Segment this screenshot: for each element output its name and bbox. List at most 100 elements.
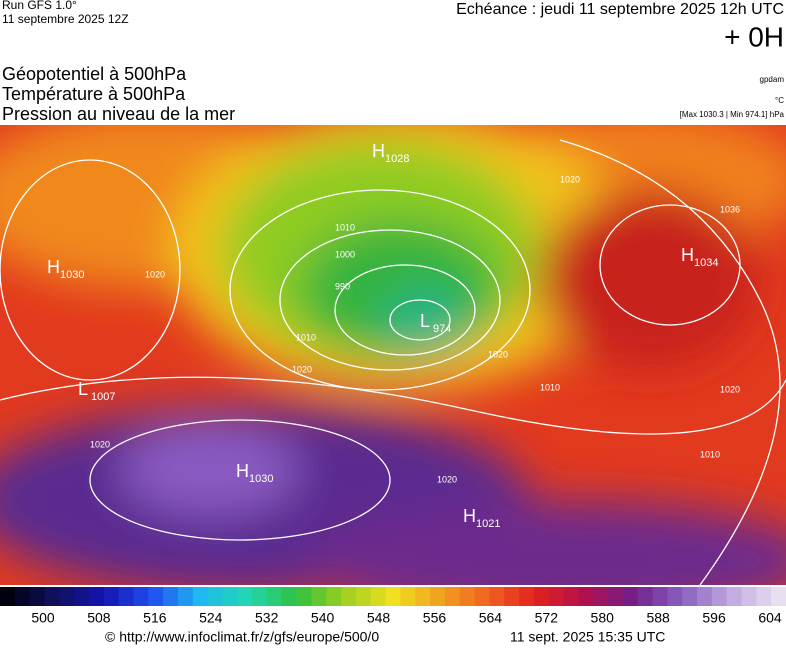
colorbar-swatch	[252, 587, 268, 606]
colorbar-swatch	[652, 587, 668, 606]
colorbar-swatch	[29, 587, 45, 606]
run-date: 11 septembre 2025 12Z	[2, 12, 129, 26]
colorbar-swatch	[133, 587, 149, 606]
colorbar-swatch	[385, 587, 401, 606]
colorbar-swatch	[207, 587, 223, 606]
colorbar-label: 548	[367, 610, 391, 626]
center-type: H	[47, 257, 60, 277]
field-label: Pression au niveau de la mer	[2, 104, 235, 124]
center-type: L	[78, 379, 88, 399]
colorbar-swatch	[711, 587, 728, 606]
colorbar-label: 516	[143, 610, 167, 626]
colorbar-swatch	[444, 587, 461, 606]
colorbar-swatch	[237, 587, 253, 606]
isobar-label: 1020	[437, 474, 457, 484]
isobar-label: 1010	[296, 332, 316, 342]
colorbar-label: 604	[758, 610, 782, 626]
center-value: 1007	[91, 391, 115, 403]
colorbar-swatch	[415, 587, 431, 606]
field-label: Température à 500hPa	[2, 84, 186, 104]
center-type: L	[420, 311, 430, 331]
isobar-label: 1010	[700, 449, 720, 459]
colorbar-swatch	[593, 587, 609, 606]
unit-label: [Max 1030.3 | Min 974.1] hPa	[680, 110, 785, 119]
colorbar-swatch	[682, 587, 698, 606]
colorbar-swatch	[118, 587, 134, 606]
colorbar-swatch	[148, 587, 164, 606]
colorbar-swatch	[44, 587, 60, 606]
colorbar-swatch	[771, 587, 786, 606]
run-label: Run GFS 1.0°	[2, 0, 77, 12]
colorbar-swatch	[88, 587, 105, 606]
colorbar-swatch	[370, 587, 387, 606]
colorbar-swatch	[281, 587, 298, 606]
colorbar-label: 588	[646, 610, 670, 626]
isobar-label: 1020	[292, 364, 312, 374]
colorbar-swatch	[0, 587, 16, 606]
colorbar-label: 572	[535, 610, 559, 626]
colorbar-label: 540	[311, 610, 335, 626]
isobar-label: 1000	[335, 249, 355, 259]
map	[0, 125, 786, 585]
colorbar-swatch	[697, 587, 713, 606]
colorbar-swatch	[519, 587, 535, 606]
isobar-label: 1020	[90, 439, 110, 449]
colorbar-swatch	[59, 587, 75, 606]
field-label: Géopotentiel à 500hPa	[2, 64, 187, 84]
colorbar-swatch	[14, 587, 31, 606]
isobar-label: 990	[335, 281, 350, 291]
colorbar-label: 532	[255, 610, 279, 626]
colorbar-swatch	[341, 587, 357, 606]
colorbar-label: 524	[199, 610, 223, 626]
isobar-label: 1020	[720, 384, 740, 394]
colorbar-label: 596	[702, 610, 726, 626]
colorbar-label: 508	[87, 610, 111, 626]
center-type: H	[681, 245, 694, 265]
colorbar-swatch	[741, 587, 757, 606]
colorbar-swatch	[474, 587, 490, 606]
center-value: 1028	[385, 153, 409, 165]
colorbar-label: 556	[423, 610, 447, 626]
center-type: H	[372, 141, 385, 161]
center-value: 1030	[249, 473, 273, 485]
center-value: 1034	[694, 257, 718, 269]
isobar-label: 1010	[335, 222, 355, 232]
colorbar-swatch	[504, 587, 520, 606]
isobar-label: 1020	[145, 269, 165, 279]
colorbar-swatch	[192, 587, 209, 606]
colorbar-swatch	[163, 587, 179, 606]
colorbar-swatch	[266, 587, 283, 606]
colorbar-swatch	[74, 587, 90, 606]
colorbar-swatch	[489, 587, 505, 606]
source-url: © http://www.infoclimat.fr/z/gfs/europe/…	[105, 629, 379, 645]
colorbar-swatch	[608, 587, 624, 606]
center-type: H	[236, 461, 249, 481]
colorbar-swatch	[563, 587, 579, 606]
center-value: 974	[433, 323, 451, 335]
colorbar-swatch	[667, 587, 683, 606]
colorbar-label: 500	[31, 610, 55, 626]
unit-label: gpdam	[760, 75, 785, 84]
isobar-label: 1036	[720, 204, 740, 214]
colorbar-swatch	[756, 587, 772, 606]
colorbar-swatch	[177, 587, 194, 606]
center-value: 1030	[60, 269, 84, 281]
colorbar-swatch	[637, 587, 654, 606]
unit-label: °C	[775, 96, 784, 105]
lead-time: + 0H	[724, 21, 784, 52]
colorbar-swatch	[326, 587, 342, 606]
colorbar-label: 564	[479, 610, 503, 626]
colorbar-swatch	[726, 587, 743, 606]
colorbar-swatch	[311, 587, 327, 606]
colorbar-swatch	[622, 587, 639, 606]
colorbar-swatch	[533, 587, 550, 606]
colorbar-swatch	[578, 587, 594, 606]
colorbar-swatch	[400, 587, 416, 606]
colorbar-label: 580	[591, 610, 615, 626]
isobar-label: 1020	[488, 349, 508, 359]
center-value: 1021	[476, 518, 500, 530]
colorbar-swatch	[103, 587, 120, 606]
colorbar-swatch	[548, 587, 565, 606]
colorbar-swatch	[459, 587, 476, 606]
colorbar-swatch	[355, 587, 372, 606]
